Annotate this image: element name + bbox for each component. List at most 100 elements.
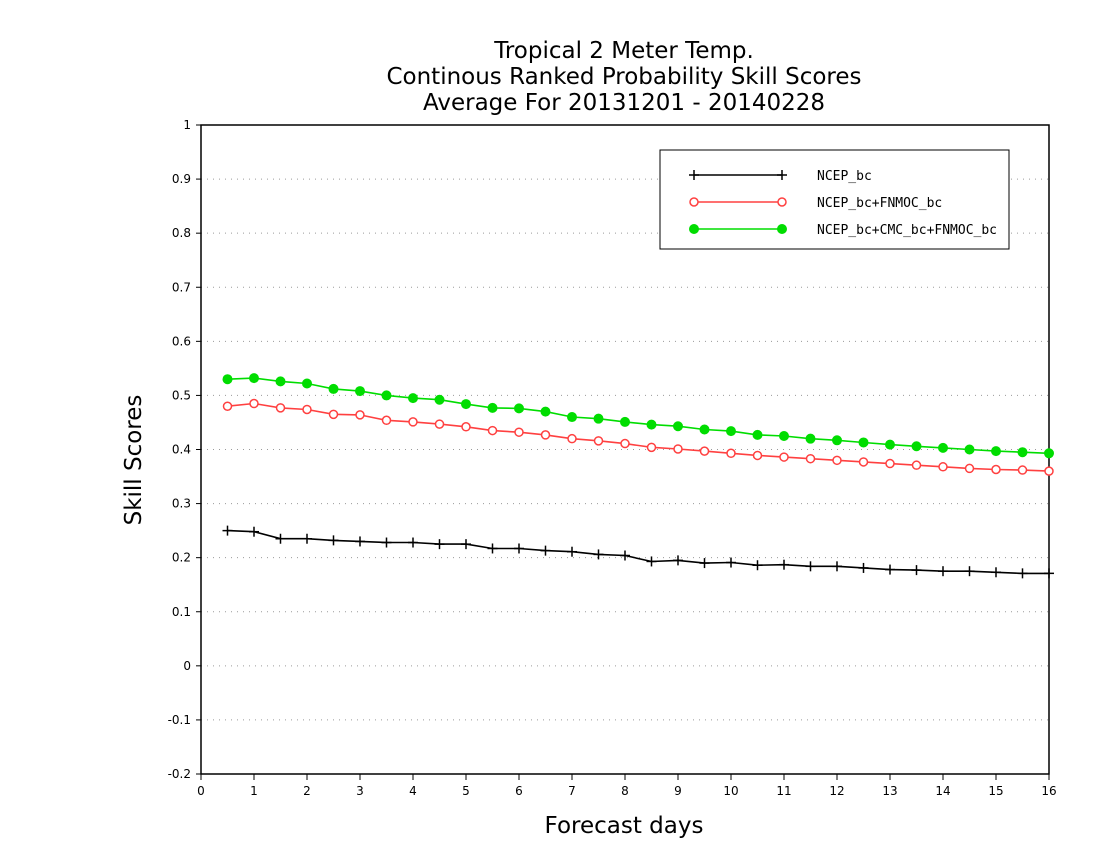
data-point bbox=[302, 378, 312, 389]
x-tick-label: 1 bbox=[250, 784, 258, 798]
x-tick-label: 12 bbox=[829, 784, 844, 798]
data-point bbox=[355, 410, 365, 420]
data-point bbox=[1017, 447, 1028, 458]
data-point bbox=[567, 412, 577, 423]
legend-label: NCEP_bc+CMC_bc+FNMOC_bc bbox=[817, 223, 997, 238]
series-3 bbox=[222, 373, 1054, 459]
data-point bbox=[620, 438, 630, 449]
x-axis-label: Forecast days bbox=[545, 813, 704, 839]
data-point bbox=[964, 444, 975, 455]
data-point bbox=[593, 413, 604, 424]
data-point bbox=[885, 439, 895, 450]
chart-title: Tropical 2 Meter Temp. Continous Ranked … bbox=[386, 38, 861, 116]
y-tick-label: 1 bbox=[183, 118, 191, 132]
y-axis: -0.2 -0.1 0 0.1 0.2 0.3 0.4 0.5 0.6 0.7 0.8 0.9 1 bbox=[168, 118, 201, 781]
y-tick-label: -0.2 bbox=[168, 767, 191, 781]
data-point bbox=[673, 555, 683, 566]
legend-label: NCEP_bc bbox=[817, 169, 872, 184]
data-point bbox=[275, 403, 286, 413]
x-tick-label: 3 bbox=[356, 784, 364, 798]
data-point bbox=[514, 403, 524, 414]
y-tick-label: 0.7 bbox=[172, 280, 191, 294]
data-point bbox=[832, 561, 842, 572]
x-tick-label: 9 bbox=[674, 784, 682, 798]
chart-title-line-1: Tropical 2 Meter Temp. bbox=[493, 38, 754, 64]
y-tick-label: -0.1 bbox=[168, 713, 191, 727]
data-point bbox=[222, 401, 233, 411]
x-tick-label: 11 bbox=[776, 784, 791, 798]
data-point bbox=[355, 536, 365, 547]
data-point bbox=[408, 393, 418, 404]
data-point bbox=[858, 457, 869, 467]
legend-marker bbox=[689, 224, 699, 234]
data-point bbox=[275, 533, 286, 544]
data-point bbox=[805, 561, 816, 572]
data-point bbox=[434, 394, 445, 405]
data-point bbox=[514, 427, 524, 437]
data-point bbox=[673, 421, 683, 432]
y-tick-label: 0.6 bbox=[172, 334, 191, 348]
series-1 bbox=[222, 525, 1054, 579]
data-point bbox=[752, 560, 763, 571]
data-point bbox=[673, 444, 683, 454]
data-point bbox=[1017, 568, 1028, 579]
data-point bbox=[461, 539, 471, 550]
data-point bbox=[1017, 465, 1028, 475]
series-2 bbox=[222, 398, 1054, 476]
series-group bbox=[222, 373, 1054, 579]
gridlines bbox=[201, 178, 1049, 721]
data-point bbox=[302, 533, 312, 544]
data-point bbox=[646, 556, 657, 567]
legend-marker bbox=[777, 224, 787, 234]
legend-entry: NCEP_bc+CMC_bc+FNMOC_bc bbox=[689, 223, 997, 238]
data-point bbox=[1044, 466, 1054, 476]
data-point bbox=[779, 452, 789, 462]
data-point bbox=[328, 409, 339, 420]
data-point bbox=[275, 376, 286, 387]
y-tick-label: 0.5 bbox=[172, 388, 191, 402]
legend-marker bbox=[777, 197, 787, 207]
data-point bbox=[938, 462, 948, 472]
data-point bbox=[1044, 568, 1054, 579]
y-tick-label: 0.2 bbox=[172, 551, 191, 565]
data-point bbox=[434, 419, 445, 429]
y-tick-label: 0.3 bbox=[172, 497, 191, 511]
data-point bbox=[832, 455, 842, 466]
data-point bbox=[752, 429, 763, 440]
data-point bbox=[567, 546, 577, 557]
data-point bbox=[434, 539, 445, 550]
data-point bbox=[222, 525, 233, 536]
data-point bbox=[487, 402, 498, 413]
data-point bbox=[355, 386, 365, 397]
data-point bbox=[779, 559, 789, 570]
data-point bbox=[938, 566, 948, 577]
legend-label: NCEP_bc+FNMOC_bc bbox=[817, 196, 942, 211]
chart-title-line-2: Continous Ranked Probability Skill Score… bbox=[386, 64, 861, 90]
y-axis-label: Skill Scores bbox=[121, 395, 147, 526]
data-point bbox=[991, 464, 1001, 475]
data-point bbox=[646, 442, 657, 453]
data-point bbox=[302, 404, 312, 415]
data-point bbox=[805, 433, 816, 444]
data-point bbox=[858, 562, 869, 573]
series-line bbox=[227, 402, 1050, 472]
x-tick-label: 2 bbox=[303, 784, 311, 798]
data-point bbox=[487, 543, 498, 554]
legend-marker bbox=[689, 197, 699, 207]
x-tick-label: 8 bbox=[621, 784, 629, 798]
data-point bbox=[911, 565, 922, 576]
data-point bbox=[328, 535, 339, 546]
data-point bbox=[540, 406, 551, 417]
x-tick-label: 10 bbox=[723, 784, 738, 798]
legend-entry: NCEP_bc bbox=[689, 169, 872, 184]
x-tick-label: 7 bbox=[568, 784, 576, 798]
data-point bbox=[726, 448, 736, 459]
data-point bbox=[222, 374, 233, 385]
data-point bbox=[408, 417, 418, 427]
x-tick-label: 15 bbox=[988, 784, 1003, 798]
data-point bbox=[885, 564, 895, 575]
legend-box bbox=[659, 149, 1010, 250]
series-line bbox=[227, 529, 1049, 575]
x-tick-label: 4 bbox=[409, 784, 417, 798]
data-point bbox=[461, 399, 471, 410]
